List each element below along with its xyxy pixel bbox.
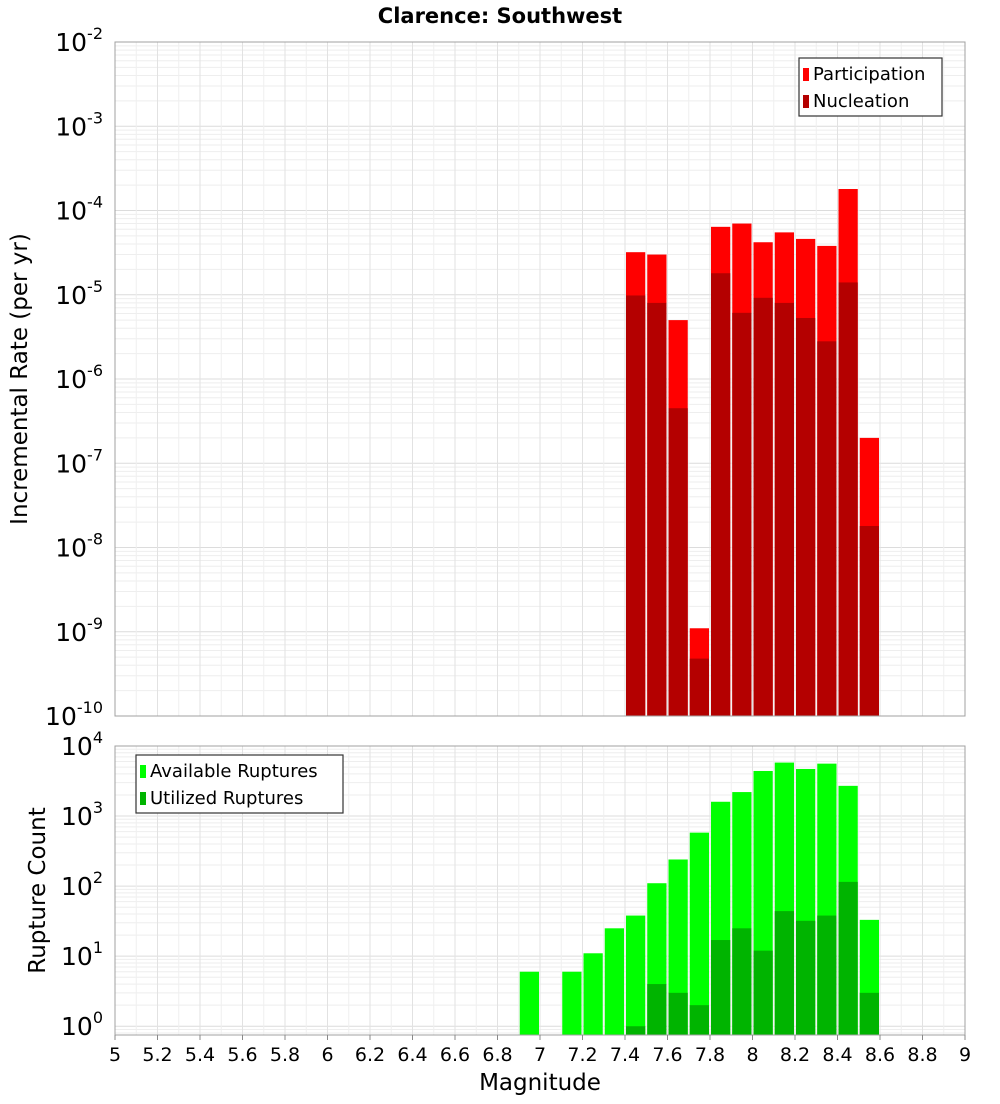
- x-tick-label: 5.8: [270, 1044, 300, 1066]
- x-tick-label: 5: [109, 1044, 121, 1066]
- rate-gridlines: [114, 42, 966, 717]
- count-y-tick-label: 103: [61, 798, 103, 831]
- rate-bar-nucleation: [647, 302, 667, 716]
- rate-y-tick-label: 10-4: [55, 193, 103, 226]
- count-legend: Available Ruptures Utilized Ruptures: [135, 754, 344, 814]
- x-axis-ticks: 5 5.2 5.4 5.6 5.8 6 6.2 6.4 6.6 6.8 7 7.2 7.4 7.6 7.8 8…: [109, 1035, 971, 1066]
- x-tick-label: 8.4: [822, 1044, 852, 1066]
- rate-frame: [114, 41, 966, 717]
- count-y-axis-label: Rupture Count: [25, 807, 51, 973]
- rate-bar-nucleation: [753, 297, 773, 716]
- x-tick-label: 6.6: [440, 1044, 470, 1066]
- rate-bar-nucleation: [732, 312, 752, 716]
- x-tick-label: 5.2: [142, 1044, 172, 1066]
- rate-legend-swatch: [803, 68, 809, 81]
- count-bar-available-ruptures: [519, 971, 539, 1035]
- rate-y-axis-label: Incremental Rate (per yr): [7, 233, 33, 525]
- rate-y-tick-label: 10-8: [55, 530, 103, 563]
- count-bar-available-ruptures: [689, 832, 709, 1035]
- rate-bar-nucleation: [626, 295, 646, 716]
- count-bar-utilized-ruptures: [689, 1005, 709, 1035]
- count-bar-available-ruptures: [583, 953, 603, 1035]
- count-bar-utilized-ruptures: [626, 1026, 646, 1035]
- rate-y-tick-label: 10-10: [45, 698, 103, 731]
- rate-series-1: [626, 273, 879, 716]
- rate-y-tick-label: 10-3: [55, 108, 103, 141]
- x-tick-label: 8.2: [780, 1044, 810, 1066]
- count-legend-label: Utilized Ruptures: [150, 788, 303, 809]
- rate-y-tick-label: 10-5: [55, 277, 103, 310]
- rate-legend-label: Participation: [813, 64, 925, 85]
- count-bar-utilized-ruptures: [732, 928, 752, 1035]
- rate-bar-nucleation: [817, 341, 837, 716]
- count-series-1: [626, 881, 879, 1035]
- x-tick-label: 7.6: [652, 1044, 682, 1066]
- x-tick-label: 8.6: [865, 1044, 895, 1066]
- x-tick-label: 5.6: [227, 1044, 257, 1066]
- rate-y-tick-label: 10-6: [55, 361, 103, 394]
- count-y-tick-label: 100: [61, 1008, 103, 1041]
- chart-title: Clarence: Southwest: [378, 4, 622, 28]
- count-bar-utilized-ruptures: [711, 940, 731, 1035]
- x-tick-label: 9: [959, 1044, 971, 1066]
- x-tick-label: 7.4: [610, 1044, 640, 1066]
- count-bar-utilized-ruptures: [668, 992, 688, 1035]
- count-panel: 100 101 102 103 104 Rupture Count Available Ru…: [25, 728, 966, 1041]
- rate-y-tick-label: 10-9: [55, 614, 103, 647]
- x-tick-label: 7: [534, 1044, 546, 1066]
- rate-bar-nucleation: [774, 302, 794, 716]
- count-bar-available-ruptures: [604, 928, 624, 1035]
- rate-bar-nucleation: [838, 282, 858, 716]
- rate-legend-box: [798, 57, 943, 117]
- count-bar-utilized-ruptures: [817, 915, 837, 1035]
- count-y-tick-label: 101: [61, 938, 103, 971]
- rate-legend-label: Nucleation: [813, 91, 909, 112]
- count-legend-box: [135, 754, 344, 814]
- count-bar-utilized-ruptures: [753, 950, 773, 1035]
- count-bar-utilized-ruptures: [796, 920, 816, 1035]
- rate-legend-swatch: [803, 95, 809, 108]
- x-tick-label: 8.8: [907, 1044, 937, 1066]
- rate-legend: Participation Nucleation: [798, 57, 943, 117]
- count-bar-utilized-ruptures: [647, 984, 667, 1035]
- count-bar-available-ruptures: [668, 859, 688, 1035]
- rate-bar-nucleation: [859, 525, 879, 716]
- rate-bar-nucleation: [689, 658, 709, 716]
- rate-bar-nucleation: [668, 408, 688, 716]
- count-bar-utilized-ruptures: [859, 992, 879, 1035]
- x-tick-label: 6.2: [355, 1044, 385, 1066]
- count-legend-label: Available Ruptures: [150, 761, 318, 782]
- count-legend-swatch: [140, 792, 146, 805]
- x-tick-label: 7.8: [695, 1044, 725, 1066]
- x-tick-label: 5.4: [185, 1044, 215, 1066]
- rate-panel: 10-10 10-9 10-8 10-7 10-6 10-5 10-4 10-3 10-2 Inc…: [7, 24, 966, 731]
- x-tick-label: 8: [746, 1044, 758, 1066]
- rate-bar-nucleation: [796, 317, 816, 716]
- count-bar-available-ruptures: [562, 971, 582, 1035]
- rate-bar-nucleation: [711, 273, 731, 716]
- x-tick-label: 6.8: [482, 1044, 512, 1066]
- x-tick-label: 7.2: [567, 1044, 597, 1066]
- count-y-tick-label: 102: [61, 868, 103, 901]
- rate-y-tick-label: 10-2: [55, 24, 103, 57]
- count-bar-available-ruptures: [626, 915, 646, 1035]
- x-tick-label: 6.4: [397, 1044, 427, 1066]
- count-legend-swatch: [140, 765, 146, 778]
- x-axis-label: Magnitude: [479, 1070, 601, 1096]
- x-tick-label: 6: [321, 1044, 333, 1066]
- count-bar-utilized-ruptures: [838, 881, 858, 1035]
- count-y-tick-label: 104: [61, 728, 103, 761]
- rate-y-tick-label: 10-7: [55, 445, 103, 478]
- count-bar-utilized-ruptures: [774, 911, 794, 1035]
